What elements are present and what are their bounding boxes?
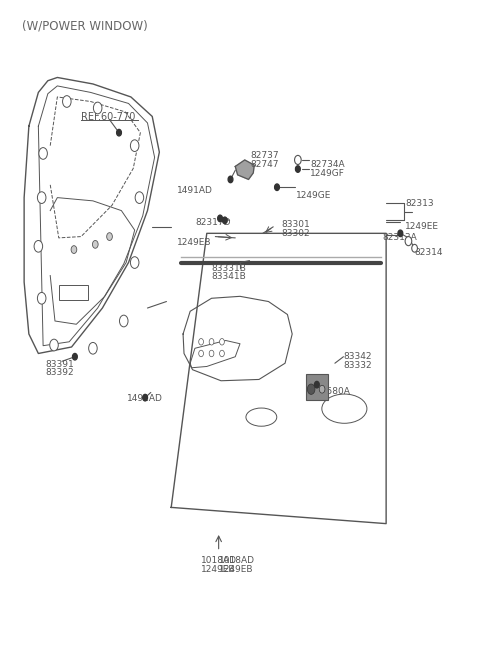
- Circle shape: [71, 246, 77, 253]
- Text: 1249EB: 1249EB: [178, 238, 212, 247]
- Text: 82314: 82314: [415, 248, 443, 257]
- Circle shape: [199, 350, 204, 357]
- Circle shape: [107, 233, 112, 240]
- Circle shape: [93, 240, 98, 248]
- Circle shape: [228, 176, 233, 183]
- Text: 1491AD: 1491AD: [127, 394, 163, 403]
- Text: 1249GF: 1249GF: [310, 169, 345, 178]
- Text: 1249EB: 1249EB: [202, 565, 236, 574]
- Circle shape: [222, 217, 227, 223]
- Circle shape: [296, 166, 300, 172]
- Circle shape: [209, 339, 214, 345]
- Circle shape: [199, 339, 204, 345]
- Circle shape: [219, 339, 224, 345]
- Circle shape: [131, 257, 139, 269]
- Circle shape: [89, 343, 97, 354]
- Text: 82747: 82747: [251, 160, 279, 169]
- Text: 82734A: 82734A: [310, 160, 345, 169]
- Circle shape: [307, 384, 315, 394]
- Circle shape: [218, 215, 222, 221]
- Text: 83301: 83301: [282, 220, 311, 229]
- Circle shape: [50, 339, 58, 351]
- Text: 1018AD: 1018AD: [219, 556, 255, 565]
- Circle shape: [398, 230, 403, 236]
- Circle shape: [72, 354, 77, 360]
- Text: 1249EE: 1249EE: [405, 222, 439, 231]
- Bar: [306, 374, 328, 400]
- Circle shape: [219, 350, 224, 357]
- Bar: [59, 285, 88, 300]
- Circle shape: [319, 385, 325, 393]
- Text: 83341B: 83341B: [212, 272, 246, 281]
- Circle shape: [37, 192, 46, 204]
- Text: (W/POWER WINDOW): (W/POWER WINDOW): [22, 19, 147, 32]
- Polygon shape: [235, 160, 254, 179]
- Circle shape: [295, 155, 301, 164]
- Circle shape: [143, 394, 147, 401]
- Circle shape: [405, 236, 412, 246]
- Text: REF.60-770: REF.60-770: [81, 112, 135, 122]
- Text: 1249EB: 1249EB: [219, 565, 253, 574]
- Text: 83391: 83391: [46, 360, 74, 369]
- Circle shape: [131, 140, 139, 151]
- Text: 1249GE: 1249GE: [296, 191, 331, 200]
- Circle shape: [37, 292, 46, 304]
- Circle shape: [39, 147, 48, 159]
- Text: 1491AD: 1491AD: [178, 186, 213, 195]
- Text: 83332: 83332: [343, 362, 372, 370]
- Text: 83302: 83302: [282, 229, 311, 238]
- Text: 82313: 82313: [405, 199, 434, 208]
- Text: 83392: 83392: [46, 368, 74, 377]
- Circle shape: [135, 192, 144, 204]
- Text: 82313A: 82313A: [383, 233, 417, 242]
- Circle shape: [314, 381, 319, 388]
- Text: 1018AD: 1018AD: [201, 556, 237, 565]
- Circle shape: [275, 184, 279, 191]
- Circle shape: [94, 102, 102, 114]
- Text: 93580A: 93580A: [315, 387, 350, 396]
- Circle shape: [209, 350, 214, 357]
- Text: 83331B: 83331B: [212, 264, 246, 273]
- Circle shape: [62, 96, 71, 107]
- Circle shape: [117, 130, 121, 136]
- Circle shape: [34, 240, 43, 252]
- Text: 83342: 83342: [343, 352, 372, 361]
- Circle shape: [412, 244, 418, 252]
- Text: 82317D: 82317D: [195, 218, 230, 227]
- Text: 82737: 82737: [251, 151, 279, 160]
- Circle shape: [120, 315, 128, 327]
